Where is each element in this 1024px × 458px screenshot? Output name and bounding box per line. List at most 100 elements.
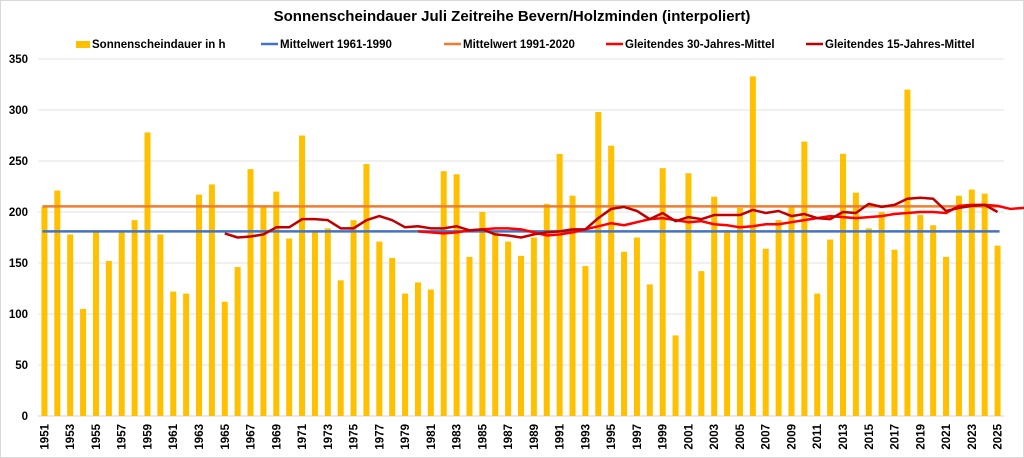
bar — [762, 248, 769, 416]
bar — [814, 293, 821, 416]
bar — [337, 280, 344, 416]
x-tick-label: 1969 — [271, 424, 283, 450]
bar — [402, 293, 409, 416]
x-tick-label: 2013 — [838, 424, 850, 450]
bar — [273, 191, 280, 416]
x-tick-label: 1957 — [117, 424, 129, 450]
bar — [157, 234, 164, 416]
bar — [788, 205, 795, 416]
bar — [711, 196, 718, 416]
bar — [376, 241, 383, 416]
bar — [247, 169, 254, 416]
x-tick-label: 1953 — [65, 424, 77, 450]
y-tick-label: 50 — [15, 360, 28, 372]
bar — [324, 228, 331, 416]
chart-title: Sonnenscheindauer Juli Zeitreihe Bevern/… — [273, 8, 751, 25]
x-tick-label: 2007 — [761, 424, 773, 450]
bar — [54, 190, 61, 416]
bar — [827, 239, 834, 416]
x-tick-label: 2001 — [683, 423, 695, 449]
x-tick-label: 1965 — [220, 423, 232, 449]
bar — [350, 220, 357, 416]
x-tick-label: 2025 — [993, 423, 1005, 449]
bar — [466, 256, 473, 416]
legend-label: Mittelwert 1961-1990 — [280, 39, 392, 51]
x-tick-label: 2003 — [709, 424, 721, 450]
bar — [917, 215, 924, 416]
bar — [646, 284, 653, 416]
x-tick-label: 2021 — [941, 423, 953, 449]
bar — [891, 249, 898, 416]
y-tick-label: 150 — [9, 258, 28, 270]
x-tick-label: 1995 — [606, 423, 618, 449]
bar — [286, 238, 293, 416]
bar — [659, 168, 666, 416]
bar — [67, 234, 74, 416]
bar — [183, 293, 190, 416]
x-tick-label: 2009 — [786, 424, 798, 450]
x-tick-label: 1991 — [555, 423, 567, 449]
bar — [505, 241, 512, 416]
bar — [775, 220, 782, 416]
y-tick-label: 300 — [9, 105, 28, 117]
bar — [414, 282, 421, 416]
x-tick-label: 1985 — [477, 423, 489, 449]
bar — [968, 189, 975, 416]
x-tick-label: 1983 — [452, 424, 464, 450]
x-tick-label: 1955 — [91, 423, 103, 449]
x-tick-label: 2017 — [890, 424, 902, 450]
legend-label: Gleitendes 30-Jahres-Mittel — [625, 39, 775, 51]
bar — [569, 195, 576, 416]
bar — [118, 232, 125, 416]
bar — [311, 230, 318, 416]
x-tick-label: 1993 — [580, 424, 592, 450]
bar — [930, 225, 937, 416]
bar — [736, 207, 743, 416]
bar — [749, 76, 756, 416]
x-tick-label: 2019 — [915, 424, 927, 450]
bar — [170, 291, 177, 416]
bar — [479, 212, 486, 416]
legend-label: Sonnenscheindauer in h — [92, 39, 226, 51]
x-tick-label: 2011 — [812, 423, 824, 449]
x-tick-label: 1971 — [297, 423, 309, 449]
y-tick-label: 200 — [9, 207, 28, 219]
legend-swatch — [76, 41, 90, 48]
bar — [840, 153, 846, 417]
bar — [556, 153, 563, 417]
x-tick-label: 2005 — [735, 423, 747, 449]
bar — [865, 228, 872, 416]
bar — [221, 301, 228, 416]
legend-label: Mittelwert 1991-2020 — [463, 39, 575, 51]
x-tick-label: 2023 — [967, 424, 979, 450]
legend-label: Gleitendes 15-Jahres-Mittel — [825, 39, 975, 51]
x-tick-label: 1961 — [168, 423, 180, 449]
bar — [453, 174, 460, 416]
bar — [943, 256, 950, 416]
bar — [299, 135, 306, 416]
bar — [685, 173, 692, 416]
bar — [582, 266, 589, 416]
x-tick-label: 1951 — [39, 423, 51, 449]
bar — [852, 192, 859, 416]
bar — [878, 212, 885, 416]
y-tick-label: 250 — [9, 156, 28, 168]
bar — [994, 245, 1001, 416]
x-tick-label: 1963 — [194, 424, 206, 450]
bar — [41, 206, 48, 416]
y-tick-label: 0 — [22, 411, 28, 423]
bar — [801, 141, 808, 416]
bar — [595, 112, 602, 416]
bar — [208, 184, 215, 416]
x-tick-label: 1997 — [632, 424, 644, 450]
x-tick-label: 1959 — [142, 424, 154, 450]
x-tick-label: 1977 — [374, 424, 386, 450]
x-tick-label: 1989 — [529, 424, 541, 450]
bar — [608, 145, 615, 416]
bar — [530, 237, 537, 416]
x-tick-label: 1975 — [349, 423, 361, 449]
x-tick-label: 1973 — [323, 424, 335, 450]
y-tick-label: 350 — [9, 54, 28, 66]
bar — [724, 230, 731, 416]
bar — [234, 267, 241, 416]
